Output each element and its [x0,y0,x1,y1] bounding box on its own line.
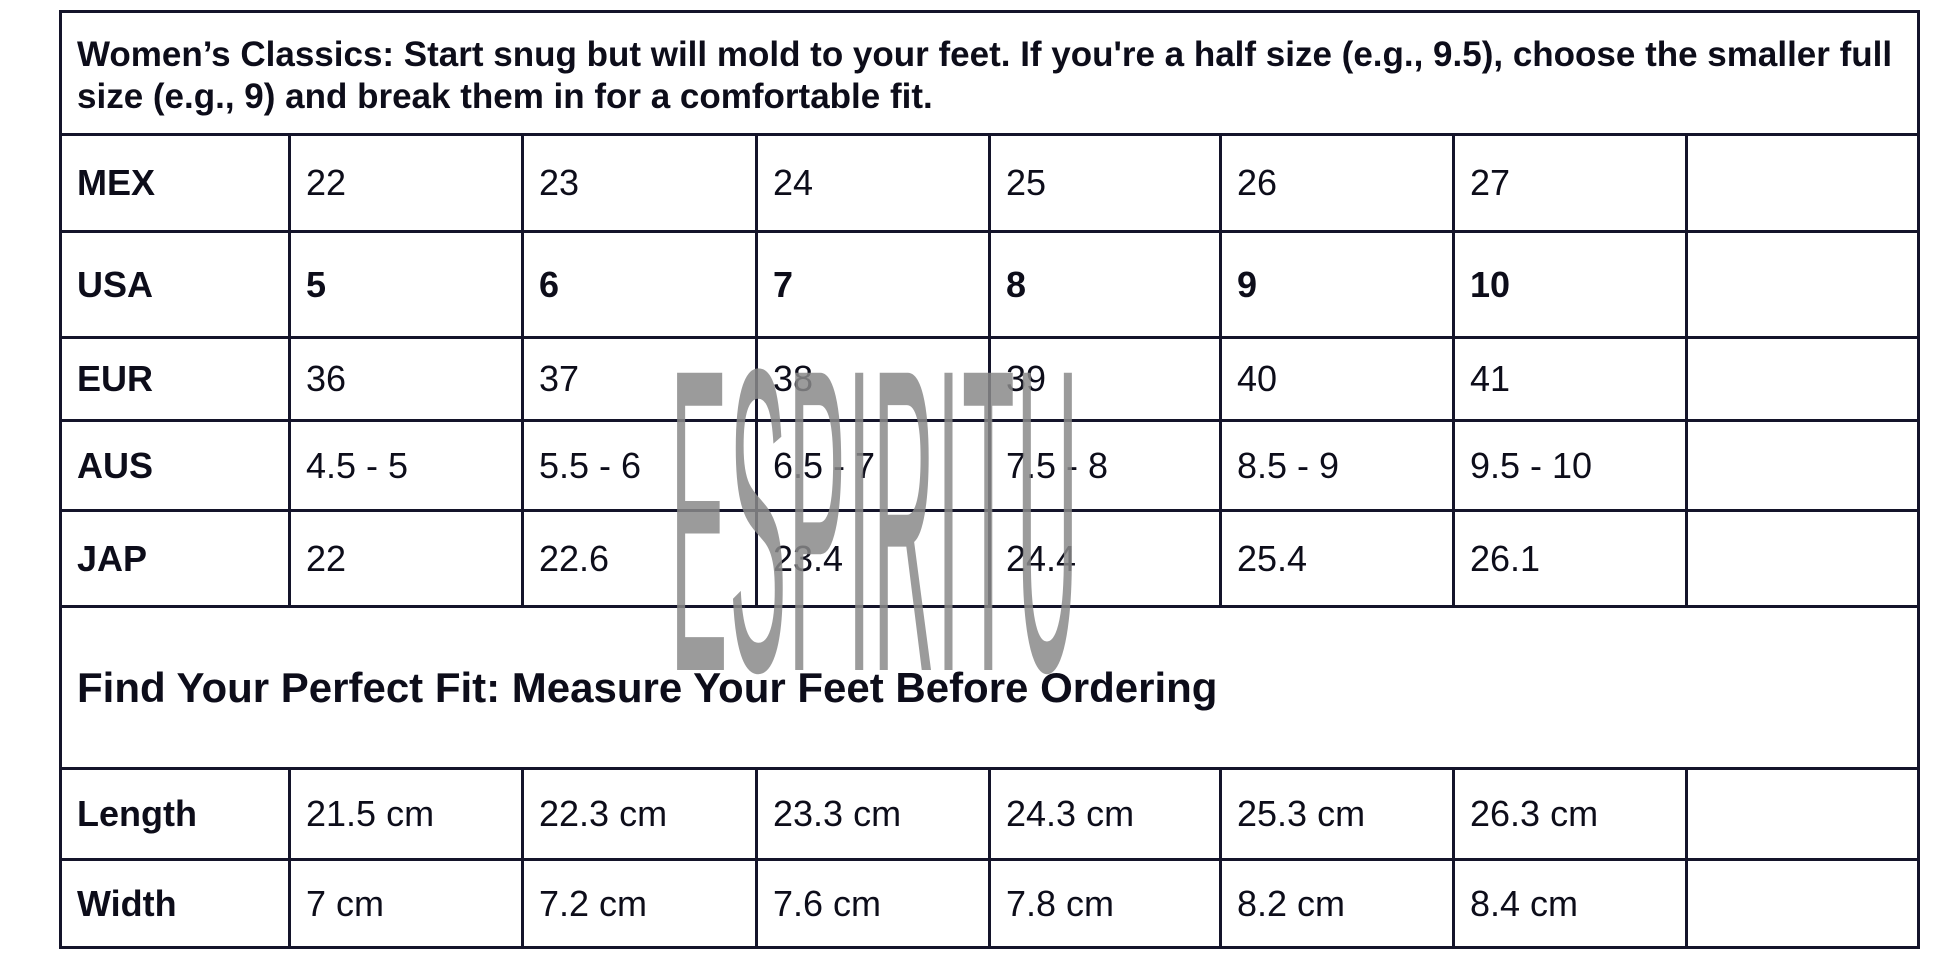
chart-header-note: Women’s Classics: Start snug but will mo… [58,10,1921,136]
table-cell: 25.3 cm [1219,767,1455,861]
table-cell: 7.8 cm [988,858,1222,949]
row-length: Length 21.5 cm 22.3 cm 23.3 cm 24.3 cm 25.3 c… [59,767,1921,861]
row-jap: JAP 22 22.6 23.4 24.4 25.4 26.1 [59,509,1921,608]
row-label: USA [59,230,291,339]
row-usa: USA 5 6 7 8 9 10 [59,230,1921,339]
table-cell: 23.4 [755,509,991,608]
table-cell: 38 [755,336,991,422]
table-cell: 22 [288,133,524,233]
table-cell: 9.5 - 10 [1452,419,1688,512]
table-cell: 22 [288,509,524,608]
table-cell: 8.5 - 9 [1219,419,1455,512]
table-cell: 9 [1219,230,1455,339]
table-cell: 7 cm [288,858,524,949]
table-cell: 40 [1219,336,1455,422]
size-chart-table: Women’s Classics: Start snug but will mo… [58,10,1921,949]
table-cell: 10 [1452,230,1688,339]
row-aus: AUS 4.5 - 5 5.5 - 6 6.5 - 7 7.5 - 8 8.5 - 9 9.… [59,419,1921,512]
table-cell: 25.4 [1219,509,1455,608]
table-cell [1684,133,1921,233]
table-cell: 24 [755,133,991,233]
table-cell [1684,336,1921,422]
table-cell: 39 [988,336,1222,422]
row-label: JAP [59,509,291,608]
table-cell: 37 [521,336,758,422]
table-cell: 24.3 cm [988,767,1222,861]
table-cell: 26 [1219,133,1455,233]
table-cell: 7 [755,230,991,339]
row-label: Width [59,858,291,949]
row-mex: MEX 22 23 24 25 26 27 [59,133,1921,233]
table-cell: 27 [1452,133,1688,233]
table-cell: 36 [288,336,524,422]
table-cell: 26.1 [1452,509,1688,608]
table-cell: 26.3 cm [1452,767,1688,861]
table-cell: 4.5 - 5 [288,419,524,512]
table-cell [1684,767,1921,861]
table-cell: 21.5 cm [288,767,524,861]
row-eur: EUR 36 37 38 39 40 41 [59,336,1921,422]
table-cell: 6 [521,230,758,339]
table-cell: 8.4 cm [1452,858,1688,949]
row-width: Width 7 cm 7.2 cm 7.6 cm 7.8 cm 8.2 cm 8.4 cm [59,858,1921,949]
table-cell: 7.6 cm [755,858,991,949]
table-cell: 23.3 cm [755,767,991,861]
table-cell: 7.2 cm [521,858,758,949]
row-label: MEX [59,133,291,233]
table-cell [1684,419,1921,512]
table-cell [1684,858,1921,949]
row-label: EUR [59,336,291,422]
table-cell: 8 [988,230,1222,339]
table-cell: 5 [288,230,524,339]
table-cell: 8.2 cm [1219,858,1455,949]
table-cell: 24.4 [988,509,1222,608]
row-label: Length [59,767,291,861]
fit-title: Find Your Perfect Fit: Measure Your Feet… [58,605,1921,770]
table-cell: 22.3 cm [521,767,758,861]
table-cell: 7.5 - 8 [988,419,1222,512]
table-cell: 23 [521,133,758,233]
table-cell: 6.5 - 7 [755,419,991,512]
row-label: AUS [59,419,291,512]
table-cell [1684,509,1921,608]
table-cell: 25 [988,133,1222,233]
table-cell: 5.5 - 6 [521,419,758,512]
table-cell: 41 [1452,336,1688,422]
table-cell [1684,230,1921,339]
table-cell: 22.6 [521,509,758,608]
